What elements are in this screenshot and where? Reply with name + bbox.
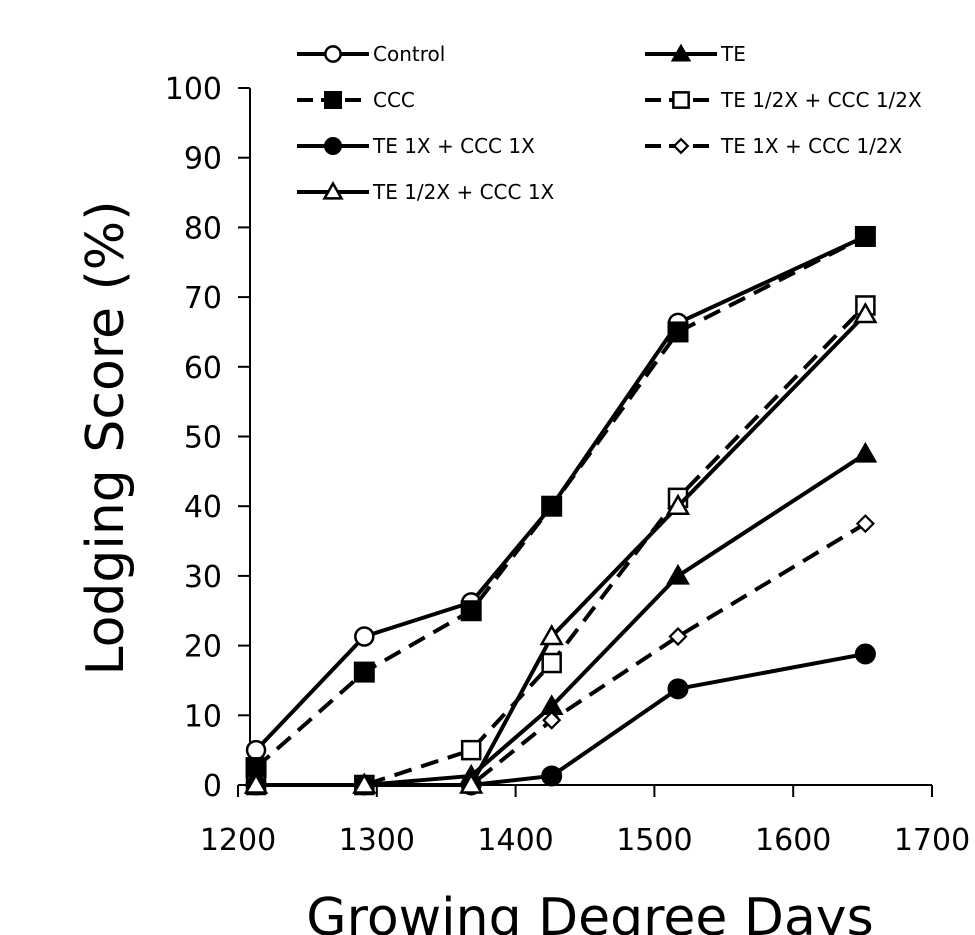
point-te-1-2x-ccc-1-2x-3	[541, 652, 562, 674]
y-tick-label-20: 20	[184, 630, 222, 665]
axes: 0 10 20 30 40 50 60 70 80 90 100 1200 1300 1400 1500 16…	[165, 72, 970, 858]
y-tick-label-40: 40	[184, 490, 222, 525]
series-te-1-2x-ccc-1x	[243, 302, 878, 794]
y-tick-label-60: 60	[184, 351, 222, 386]
series-line-control	[254, 234, 867, 752]
legend-swatch-marker-te-1x-ccc-1x	[324, 137, 342, 155]
legend-swatch-marker-te	[670, 43, 692, 62]
point-ccc-3	[541, 495, 563, 517]
point-te-1x-ccc-1-2x-4	[668, 626, 688, 647]
point-te-1-2x-ccc-1x-4	[665, 493, 691, 515]
point-ccc-2	[460, 600, 482, 622]
series-layer	[243, 225, 878, 796]
legend-label-ccc: CCC	[373, 88, 415, 112]
y-tick-label-50: 50	[184, 421, 222, 456]
point-te-1-2x-ccc-1x-2	[459, 772, 484, 794]
legend-label-te-1-2x-ccc-1x: TE 1/2X + CCC 1X	[372, 180, 555, 204]
legend-entry-te-1-2x-ccc-1-2x: TE 1/2X + CCC 1/2X	[645, 88, 922, 112]
point-ccc-4	[667, 321, 689, 343]
legend-entry-te-1x-ccc-1x: TE 1X + CCC 1X	[297, 134, 535, 158]
point-te-5	[853, 441, 878, 463]
point-te-1-2x-ccc-1x-3	[539, 624, 564, 646]
series-control	[245, 226, 876, 761]
legend-swatch-marker-control	[324, 45, 342, 63]
point-te-1x-ccc-1x-3	[541, 765, 563, 787]
legend-label-te: TE	[720, 42, 746, 66]
y-tick-label-80: 80	[184, 211, 222, 246]
point-te-1x-ccc-1-2x-3	[542, 710, 562, 730]
legend-swatch-marker-te-1-2x-ccc-1x	[322, 180, 344, 200]
legend-entry-control: Control	[297, 42, 445, 66]
x-tick-label-1400: 1400	[477, 823, 553, 858]
legend-label-te-1x-ccc-1x: TE 1X + CCC 1X	[372, 134, 535, 158]
legend-label-te-1-2x-ccc-1-2x: TE 1/2X + CCC 1/2X	[720, 88, 922, 112]
y-axis-title: Lodging Score (%)	[76, 201, 136, 676]
y-tick-label-10: 10	[184, 699, 222, 734]
point-te-1-2x-ccc-1x-0	[243, 772, 269, 794]
point-control-0	[245, 739, 267, 761]
x-tick-label-1500: 1500	[616, 823, 692, 858]
x-axis-title: Growing Degree Days	[306, 888, 873, 935]
point-te-1-2x-ccc-1x-5	[853, 302, 878, 324]
x-tick-label-1200: 1200	[200, 823, 276, 858]
legend-entry-te-1x-ccc-1-2x: TE 1X + CCC 1/2X	[645, 134, 903, 158]
series-te-1-2x-ccc-1-2x	[245, 295, 876, 796]
series-line-ccc	[254, 234, 867, 770]
y-tick-label-70: 70	[184, 281, 222, 316]
legend-entry-te-1-2x-ccc-1x: TE 1/2X + CCC 1X	[297, 180, 555, 204]
point-te-1x-ccc-1x-4	[667, 678, 689, 700]
point-te-1-2x-ccc-1x-1	[352, 772, 377, 794]
point-ccc-1	[353, 661, 375, 683]
legend: Control TE CCC TE 1/2X + CCC 1/2X TE 1X + CC…	[297, 42, 922, 204]
series-ccc	[245, 225, 876, 779]
point-te-1-2x-ccc-1-2x-2	[460, 739, 482, 761]
point-te-1x-ccc-1-2x-5	[855, 514, 875, 534]
legend-swatch-marker-te-1-2x-ccc-1-2x	[672, 91, 690, 109]
series-line-te-1-2x-ccc-1x	[256, 313, 867, 787]
legend-label-te-1x-ccc-1-2x: TE 1X + CCC 1/2X	[720, 134, 903, 158]
x-tick-label-1700: 1700	[894, 823, 970, 858]
y-tick-label-100: 100	[165, 72, 222, 107]
point-te-1x-ccc-1x-5	[854, 643, 876, 665]
y-tick-label-90: 90	[184, 142, 222, 177]
legend-swatch-marker-te-1x-ccc-1-2x	[672, 137, 690, 155]
point-control-1	[354, 626, 375, 647]
y-tick-label-30: 30	[184, 560, 222, 595]
point-ccc-5	[854, 225, 876, 247]
point-te-4	[666, 563, 690, 585]
series-line-te-1x-ccc-1x	[256, 651, 866, 787]
legend-entry-ccc: CCC	[297, 88, 415, 112]
x-tick-label-1300: 1300	[339, 823, 415, 858]
y-tick-label-0: 0	[203, 769, 222, 804]
x-tick-label-1600: 1600	[755, 823, 831, 858]
legend-entry-te: TE	[645, 42, 746, 66]
legend-swatch-marker-ccc	[324, 91, 342, 109]
legend-label-control: Control	[373, 42, 445, 66]
